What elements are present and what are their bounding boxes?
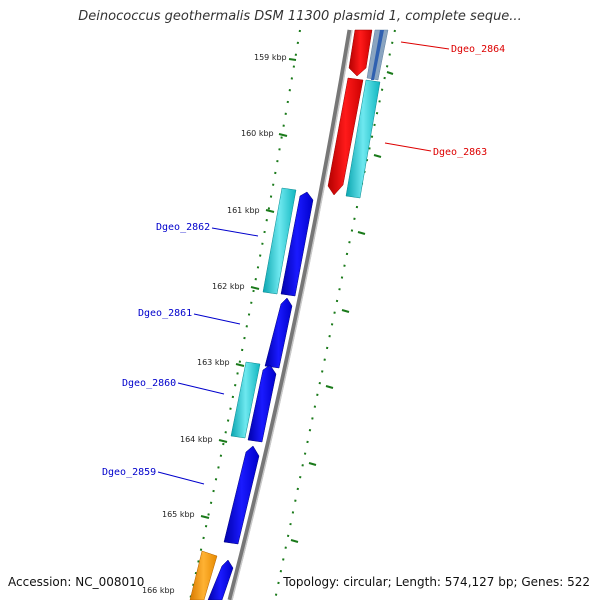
tick-label: 162 kbp	[212, 282, 245, 291]
gene-label-dgeo-2861[interactable]: Dgeo_2861	[138, 308, 192, 319]
label-connectors	[157, 41, 450, 485]
ruler-labels: 159 kbp 160 kbp 161 kbp 162 kbp 163 kbp …	[142, 53, 287, 595]
genome-summary: Topology: circular; Length: 574,127 bp; …	[283, 575, 590, 589]
feature-orange-gene[interactable]	[189, 550, 234, 600]
major-ticks	[200, 58, 394, 543]
feature-dgeo-2861[interactable]	[264, 297, 293, 369]
gene-label-dgeo-2862[interactable]: Dgeo_2862	[156, 222, 210, 233]
feature-dgeo-2862[interactable]	[262, 187, 314, 297]
gene-label-dgeo-2863[interactable]: Dgeo_2863	[433, 147, 487, 158]
gene-label-dgeo-2860[interactable]: Dgeo_2860	[122, 378, 176, 389]
tick-label: 163 kbp	[197, 358, 230, 367]
tick-label: 161 kbp	[227, 206, 260, 215]
tick-label: 165 kbp	[162, 510, 195, 519]
feature-dgeo-2863[interactable]	[327, 77, 381, 199]
tick-label: 159 kbp	[254, 53, 287, 62]
map-title: Deinococcus geothermalis DSM 11300 plasm…	[78, 9, 522, 24]
feature-dgeo-2864[interactable]	[348, 29, 389, 81]
tick-label: 160 kbp	[241, 129, 274, 138]
gene-label-dgeo-2859[interactable]: Dgeo_2859	[102, 467, 156, 478]
backbone	[227, 29, 353, 600]
gene-labels: Dgeo_2864 Dgeo_2863 Dgeo_2862 Dgeo_2861 …	[102, 44, 505, 478]
gene-label-dgeo-2864[interactable]: Dgeo_2864	[451, 44, 505, 55]
accession-text: Accession: NC_008010	[8, 575, 145, 589]
tick-dots	[189, 29, 396, 600]
feature-dgeo-2860[interactable]	[230, 361, 277, 443]
tick-label: 164 kbp	[180, 435, 213, 444]
feature-dgeo-2859[interactable]	[223, 445, 260, 545]
tick-label: 166 kbp	[142, 586, 175, 595]
